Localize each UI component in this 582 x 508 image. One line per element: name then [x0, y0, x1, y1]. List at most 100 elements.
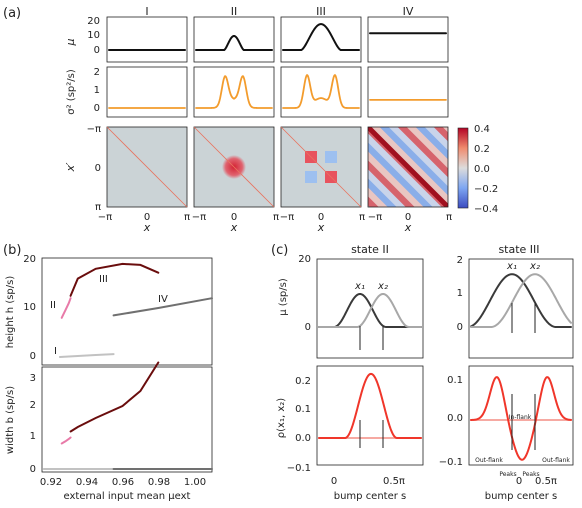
sigma-plot-iv	[367, 66, 449, 118]
c-rho-tick-0.2: 0.2	[295, 376, 311, 387]
b-x-tick: 0.98	[148, 477, 170, 488]
width-tick-1: 1	[30, 431, 36, 442]
x-tick: π	[359, 212, 365, 223]
c-rho-plot-right	[468, 365, 574, 466]
column-title-iii: III	[316, 5, 326, 18]
branch-label-iii: III	[99, 274, 108, 285]
sigma-curves	[108, 73, 447, 109]
corr-blob-iii-c	[325, 151, 337, 163]
x-tick: 0	[144, 212, 150, 223]
sigma-axis-label: σ² (sp²/s)	[66, 69, 77, 115]
matrix-x-ticks: −π 0 π −π 0 π −π 0 π −π 0 π	[98, 212, 452, 223]
x-tick: −π	[280, 212, 294, 223]
colorbar-tick-0: 0.4	[474, 124, 490, 135]
height-branch-I	[58, 353, 115, 358]
x-tick: π	[184, 212, 190, 223]
c-x-axis-label-right: bump center s	[485, 491, 558, 502]
c-x-tick-half-right: 0.5π	[535, 476, 557, 487]
c-rho-axis-label: ρ(x₁, x₂)	[276, 398, 287, 438]
colorbar-tick-2: 0.0	[474, 164, 490, 175]
c-mu-tick-20: 20	[298, 254, 311, 265]
sigma-curve-bimodal	[282, 73, 360, 109]
c-mu-axis-label: μ (sp/s)	[278, 278, 289, 316]
peaks-left-label: Peaks	[499, 471, 516, 478]
corr-blob-iii-d	[305, 171, 317, 183]
rho-curve-left	[318, 372, 422, 439]
xprime-tick-bottom: π	[95, 202, 101, 213]
b-x-tick: 0.96	[112, 477, 134, 488]
corr-diagonal-i	[106, 126, 188, 208]
panel-letter-a: (a)	[3, 6, 21, 21]
width-plot	[41, 366, 213, 473]
mu-profile-x2-right	[470, 273, 572, 328]
mu-profile-x2	[318, 293, 422, 328]
x2-label-right: x₂	[529, 261, 540, 272]
colorbar-tick-4: −0.4	[474, 204, 498, 215]
x-axis-label-ii: x	[230, 221, 238, 234]
x2-label-left: x₂	[377, 281, 388, 292]
mu-profile-x1-right	[470, 273, 572, 328]
sigma-plot-ii	[193, 66, 275, 118]
xprime-tick-top: −π	[87, 124, 101, 135]
panel-letter-c: (c)	[271, 243, 288, 258]
x-tick: −π	[368, 212, 382, 223]
width-tick-2: 2	[30, 400, 36, 411]
x-tick: 0	[231, 212, 237, 223]
c-mu-plot-left	[316, 258, 424, 359]
mu-curve-bump	[300, 23, 342, 51]
width-axis-label: width b (sp/s)	[5, 386, 16, 454]
x-axis-label-iii: x	[317, 221, 325, 234]
corr-diagonal-iv	[368, 127, 448, 207]
x1-label-left: x₁	[354, 281, 365, 292]
branch-label-iv: IV	[158, 294, 168, 305]
column-title-ii: II	[231, 5, 238, 18]
branch-label-ii: II	[50, 300, 56, 311]
x-tick: −π	[98, 212, 112, 223]
panel-a: I II III IV 20 10 0 μ 2 1 0 σ² (sp²/s)	[64, 5, 498, 234]
panel-b: 20 10 0 height h (sp/s) 3 2 1 0 width b …	[5, 254, 213, 502]
c-right-rho-tick-neg0.1: −0.1	[439, 457, 463, 468]
c-x-tick-0-right: 0	[516, 476, 522, 487]
b-x-tick: 0.92	[40, 477, 62, 488]
rho-curve-right	[470, 376, 572, 461]
b-x-tick: 1.00	[184, 477, 206, 488]
c-rho-plot-left	[316, 365, 424, 466]
mu-plot-i	[106, 16, 188, 63]
sigma-tick-0: 0	[94, 103, 100, 114]
mu-tick-0: 0	[94, 45, 100, 56]
panel-c: state II state III 20 0 μ (sp/s) 0.2 0.1…	[276, 243, 574, 502]
b-x-axis-label: external input mean μext	[64, 491, 191, 502]
height-tick-0: 0	[30, 351, 36, 362]
b-x-ticks: 0.92 0.94 0.96 0.98 1.00	[40, 477, 206, 488]
corr-stripes-iv	[368, 127, 448, 207]
x-tick: π	[273, 212, 279, 223]
out-flank-left-label: Out-flank	[475, 457, 503, 464]
corr-stripe	[368, 165, 410, 207]
c-curves	[318, 273, 572, 461]
x-axis-label-iv: x	[404, 221, 412, 234]
x-axis-label-i: x	[143, 221, 151, 234]
c-x-tick-0-left: 0	[331, 476, 337, 487]
corr-stripe	[370, 127, 448, 205]
mu-curves	[108, 23, 447, 51]
c-rho-tick-0.1: 0.1	[295, 404, 311, 415]
sigma-tick-1: 1	[94, 85, 100, 96]
colorbar	[457, 127, 469, 209]
state-iii-title: state III	[498, 243, 539, 256]
width-tick-3: 3	[30, 373, 36, 384]
c-x-tick-half-left: 0.5π	[383, 476, 405, 487]
state-ii-title: state II	[351, 243, 389, 256]
x-tick: 0	[405, 212, 411, 223]
sigma-curve-bimodal	[195, 75, 273, 109]
mu-tick-20: 20	[87, 16, 100, 27]
corr-stripe	[368, 156, 419, 207]
corr-diagonal-ii	[193, 126, 275, 208]
height-tick-20: 20	[23, 254, 36, 265]
mu-plot-iii	[280, 16, 362, 63]
sigma-tick-2: 2	[94, 67, 100, 78]
c-right-mu-tick-0: 0	[457, 322, 463, 333]
mu-axis-label: μ	[64, 39, 77, 47]
colorbar-tick-1: 0.2	[474, 144, 490, 155]
corr-stripe	[368, 129, 446, 207]
